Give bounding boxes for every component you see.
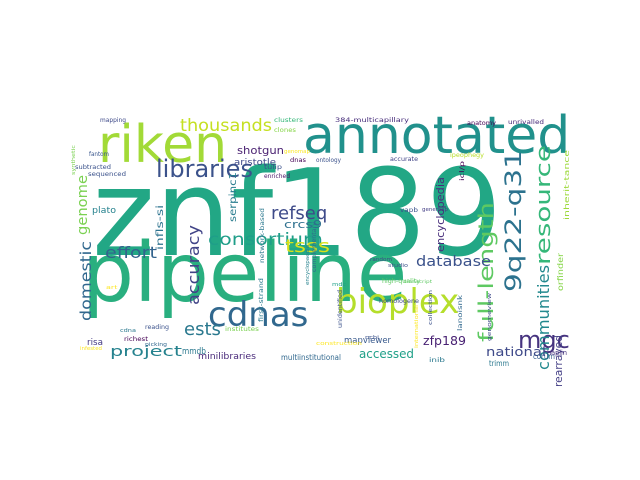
word: international xyxy=(414,305,420,348)
word: bioplex xyxy=(336,282,460,322)
word: accessed xyxy=(359,347,414,361)
word: unidentified xyxy=(337,290,344,328)
word: transcript xyxy=(404,279,432,284)
word: plato xyxy=(92,206,116,216)
word: lanoisnk xyxy=(457,295,464,331)
word: cdnas xyxy=(208,295,309,335)
word: unrivalled xyxy=(508,119,545,126)
word: sequenced xyxy=(88,171,127,178)
word: thousands xyxy=(180,116,273,136)
word: encyclopedia xyxy=(434,177,447,252)
word: genomap xyxy=(284,149,311,155)
word: institutes xyxy=(225,326,259,333)
word: haplin xyxy=(547,349,567,357)
word: clusters xyxy=(274,117,303,124)
word: refseq xyxy=(271,203,328,224)
word: annotated xyxy=(303,106,571,166)
word: network-based xyxy=(259,207,266,263)
word: serpinc1 xyxy=(228,171,239,222)
word: domestic xyxy=(77,241,95,321)
word: genemap xyxy=(422,207,448,213)
word: vapb xyxy=(400,207,418,214)
word: ncbi xyxy=(365,335,379,341)
word: studio xyxy=(388,263,408,269)
word: fantom xyxy=(89,151,110,158)
word: subtracted xyxy=(75,164,111,171)
word: crcs9 xyxy=(284,218,322,231)
word: richest xyxy=(124,336,148,343)
word: reading xyxy=(145,324,170,331)
word: collection xyxy=(428,290,434,325)
word-cloud: znf189 pipeline annotated riken bioplex … xyxy=(71,110,571,387)
word: full-length xyxy=(474,202,498,342)
word: aristotle xyxy=(234,158,277,168)
word: znf189 xyxy=(92,145,503,284)
word: riken xyxy=(98,115,228,175)
word: 384-multicapillary xyxy=(335,117,409,124)
word: tulip xyxy=(264,164,282,171)
word: accuracy xyxy=(184,225,203,305)
word: 9q22-q31 xyxy=(502,150,527,292)
word: inherit-tance xyxy=(563,149,571,220)
word: pipeline xyxy=(82,226,408,321)
word: minilibraries xyxy=(198,352,257,362)
word: risa xyxy=(87,338,103,348)
word: infls-si xyxy=(155,205,166,250)
word: mmdb xyxy=(182,347,206,357)
word: effort xyxy=(105,243,158,262)
word: inib xyxy=(429,357,446,364)
word: homologene xyxy=(379,298,420,305)
word: multiinstitutional xyxy=(281,353,341,362)
word: shotgun xyxy=(237,144,284,157)
word: picking xyxy=(145,342,167,348)
word: rearrayed xyxy=(552,335,565,387)
word: complementary xyxy=(311,222,318,272)
word: mdc xyxy=(332,282,347,288)
word: infested xyxy=(80,346,102,352)
word: orfinder xyxy=(556,252,565,291)
word: construction xyxy=(316,341,362,347)
word: corum xyxy=(533,352,555,361)
word: mgc xyxy=(518,326,570,354)
word: trimm xyxy=(489,359,509,368)
word: encyclopaedia xyxy=(305,245,311,285)
word: art xyxy=(106,285,118,291)
word: enriched xyxy=(264,173,290,180)
word: libraries xyxy=(156,155,253,183)
word: national xyxy=(486,345,547,359)
word: random xyxy=(370,257,393,263)
word: high-quality xyxy=(382,278,420,285)
word: zfp189 xyxy=(423,334,467,348)
word: cdna xyxy=(120,328,136,334)
word: ipeophegy xyxy=(450,152,484,159)
word: icl/p xyxy=(459,161,466,181)
word: genomeview xyxy=(487,293,493,341)
word: resource xyxy=(531,145,555,265)
word: accurate xyxy=(390,156,418,163)
word: ontology xyxy=(316,157,341,164)
word: tsss xyxy=(285,236,330,257)
word: consortium xyxy=(208,230,323,250)
word: clones xyxy=(274,127,297,134)
word: database xyxy=(416,254,491,270)
word: synthetic xyxy=(71,144,77,175)
word: mapviewer xyxy=(344,336,392,346)
word: mapping xyxy=(100,117,126,124)
word: first-strand xyxy=(258,278,265,322)
word: dnas xyxy=(290,157,306,164)
word: genome xyxy=(75,174,91,235)
word: project xyxy=(110,344,183,360)
word: anatomy xyxy=(467,120,496,127)
word: ests xyxy=(184,319,221,340)
